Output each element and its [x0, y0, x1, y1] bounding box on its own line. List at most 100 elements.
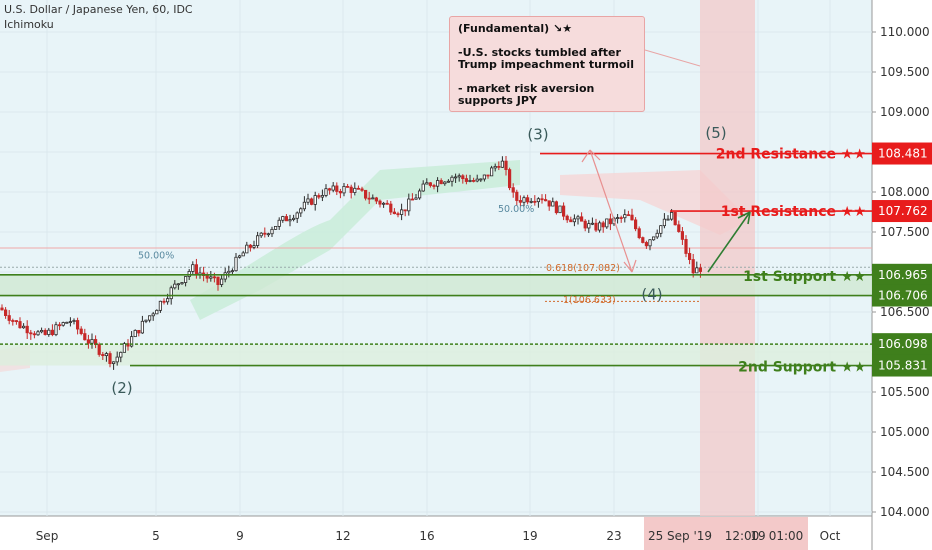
support-zone-2 — [0, 344, 872, 366]
candle-body — [396, 213, 400, 216]
candle-body — [11, 320, 15, 322]
candle-body — [58, 324, 62, 327]
candle-body — [551, 201, 555, 207]
candle-body — [122, 343, 126, 353]
candle-body — [266, 233, 271, 236]
candle-body — [471, 180, 476, 182]
level-price-tag — [872, 200, 932, 223]
candle-body — [83, 333, 87, 341]
candle-body — [493, 165, 497, 169]
candle-body — [688, 253, 692, 260]
drop-projection-arrow — [589, 149, 633, 273]
level-price-tag — [872, 284, 932, 307]
candle-body — [248, 244, 252, 248]
candle-body — [677, 224, 681, 232]
candle-body — [407, 198, 411, 212]
candle-body — [90, 339, 94, 344]
candle-body — [381, 202, 386, 205]
level-price-tag — [872, 263, 932, 286]
candle-body — [0, 307, 4, 311]
candle-body — [183, 276, 188, 283]
x-tick-label: 19 — [750, 529, 765, 543]
candle-body — [144, 319, 148, 322]
x-tick-label: 19 — [522, 529, 537, 543]
candle-body — [40, 330, 44, 333]
y-tick-label: 106.500 — [880, 305, 930, 319]
candle-body — [432, 185, 436, 187]
candle-body — [457, 175, 461, 178]
x-tick-label: 9 — [236, 529, 244, 543]
candle-body — [191, 264, 195, 272]
candle-body — [252, 245, 256, 248]
candle-body — [619, 217, 623, 219]
candle-body — [698, 267, 703, 272]
rise-projection-arrow — [707, 211, 751, 273]
candle-body — [435, 180, 440, 187]
candle-body — [425, 182, 429, 185]
level-price-label: 108.481 — [878, 147, 928, 161]
candle-body — [187, 271, 191, 277]
candle-body — [317, 195, 321, 198]
drop-arrow-head-bottom — [623, 259, 637, 273]
candle-body — [277, 219, 281, 227]
candle-body — [291, 217, 296, 220]
candle-body — [230, 270, 234, 273]
callout-line-2: - market risk aversion supports JPY — [458, 82, 595, 107]
candle-body — [245, 244, 249, 254]
y-tick-label: 104.500 — [880, 465, 930, 479]
candle-body — [205, 275, 209, 279]
candle-body — [673, 212, 677, 226]
candle-body — [119, 351, 123, 358]
candle-body — [115, 356, 119, 363]
level-price-label: 106.965 — [878, 268, 928, 282]
candle-body — [439, 180, 443, 185]
candle-body — [569, 219, 573, 223]
drop-arrow-head-top — [581, 149, 601, 163]
candle-body — [655, 232, 659, 238]
projection-band — [700, 0, 755, 516]
wave-label: (3) — [527, 125, 548, 143]
fib-label: 1(106.633) — [563, 295, 616, 306]
x-tick-label: 12 — [335, 529, 350, 543]
candle-body — [212, 276, 216, 279]
x-tick-label: 25 Sep '19 — [648, 529, 712, 543]
level-price-label: 106.098 — [878, 337, 928, 351]
candle-body — [234, 256, 238, 272]
candle-body — [605, 218, 609, 228]
callout-pointer — [644, 49, 701, 67]
candle-body — [446, 180, 451, 183]
y-tick-label: 104.000 — [880, 505, 930, 519]
candle-body — [342, 185, 346, 194]
x-tick-label: Sep — [36, 529, 59, 543]
candles-group — [0, 156, 703, 370]
candle-body — [468, 180, 472, 182]
x-tick-label: 01:00 — [769, 529, 804, 543]
candle-body — [331, 185, 335, 191]
fundamental-callout: (Fundamental) ↘★ -U.S. stocks tumbled af… — [449, 16, 645, 112]
candle-body — [259, 232, 263, 237]
candle-body — [554, 201, 559, 214]
y-tick-label: 109.000 — [880, 105, 930, 119]
symbol-label: U.S. Dollar / Japanese Yen, 60, IDC — [4, 3, 193, 16]
candle-body — [47, 329, 51, 335]
candle-body — [392, 211, 397, 215]
candle-body — [43, 330, 47, 335]
candle-body — [54, 324, 58, 336]
candle-body — [29, 332, 33, 335]
callout-line-1: -U.S. stocks tumbled after Trump impeach… — [458, 46, 634, 71]
candle-body — [367, 197, 371, 200]
candle-body — [482, 174, 487, 180]
candle-body — [526, 197, 530, 203]
candle-body — [536, 198, 541, 203]
candle-body — [72, 320, 76, 322]
x-tick-label: 23 — [606, 529, 621, 543]
candle-body — [363, 189, 368, 199]
candle-body — [147, 315, 152, 321]
candle-body — [360, 188, 364, 191]
candle-body — [608, 218, 613, 225]
candle-body — [255, 235, 260, 246]
candle-body — [173, 283, 177, 289]
candle-body — [637, 228, 641, 239]
candle-body — [652, 236, 656, 241]
